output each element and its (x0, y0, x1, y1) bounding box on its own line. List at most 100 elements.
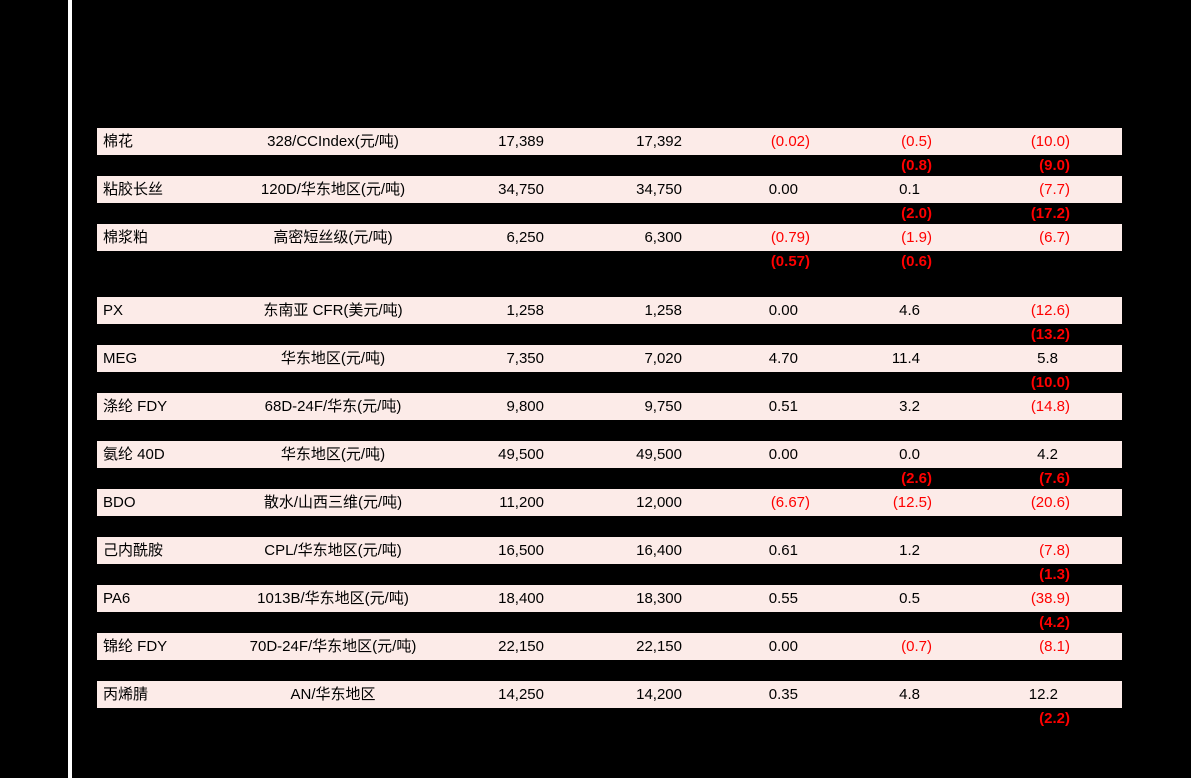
change-pct-2: 11.4 (891, 350, 920, 367)
change-pct-1: (0.02) (770, 133, 810, 150)
commodity-spec: 东南亚 CFR(美元/吨) (263, 302, 403, 319)
sub-name-spacer (97, 372, 210, 393)
change-pct-2: 0.0 (899, 446, 920, 463)
change-pct-3: (6.7) (1039, 229, 1070, 246)
commodity-spec: 散水/山西三维(元/吨) (263, 494, 403, 511)
commodity-name: 氨纶 40D (103, 446, 165, 463)
sub-change-row: (2.0) (17.2) (97, 203, 1122, 224)
commodity-name: 锦纶 FDY (103, 638, 168, 655)
price-row: PX 东南亚 CFR(美元/吨) 1,258 1,258 0.00 4.6 (1… (97, 297, 1122, 324)
commodity-name: 己内酰胺 (103, 542, 164, 559)
price-previous: 16,400 (636, 542, 682, 559)
sub-change-pct-2 (810, 516, 932, 537)
price-current: 7,350 (506, 350, 544, 367)
sub-spacer (556, 660, 694, 681)
sub-spec-spacer (210, 564, 456, 585)
sub-change-pct-1 (694, 660, 810, 681)
sub-spec-spacer (210, 420, 456, 441)
price-row: 锦纶 FDY 70D-24F/华东地区(元/吨) 22,150 22,150 0… (97, 633, 1122, 660)
sub-change-pct-3 (932, 420, 1070, 441)
sub-change-pct-2 (810, 564, 932, 585)
sub-change-row: (0.8) (9.0) (97, 155, 1122, 176)
change-pct-1: 0.55 (768, 590, 798, 607)
commodity-name: 丙烯腈 (103, 686, 149, 703)
sub-spec-spacer (210, 251, 456, 272)
sub-change-pct-3 (932, 516, 1070, 537)
price-current: 17,389 (498, 133, 544, 150)
price-row: 粘胶长丝 120D/华东地区(元/吨) 34,750 34,750 0.00 0… (97, 176, 1122, 203)
price-current: 18,400 (498, 590, 544, 607)
price-previous: 49,500 (636, 446, 682, 463)
sub-spacer (456, 203, 556, 224)
sub-change-pct-3: (17.2) (1030, 205, 1070, 222)
sub-spec-spacer (210, 660, 456, 681)
sub-spec-spacer (210, 468, 456, 489)
sub-spacer (456, 708, 556, 729)
sub-name-spacer (97, 251, 210, 272)
sub-name-spacer (97, 155, 210, 176)
sub-change-row: (1.3) (97, 564, 1122, 585)
commodity-group: 棉花 328/CCIndex(元/吨) 17,389 17,392 (0.02)… (97, 128, 1122, 176)
commodity-spec: 68D-24F/华东(元/吨) (264, 398, 402, 415)
change-pct-2: 4.8 (899, 686, 920, 703)
section-divider (97, 272, 1122, 297)
commodity-group: 棉浆粕 高密短丝级(元/吨) 6,250 6,300 (0.79) (1.9) … (97, 224, 1122, 272)
sub-spacer (556, 468, 694, 489)
sub-spec-spacer (210, 203, 456, 224)
price-previous: 1,258 (644, 302, 682, 319)
change-pct-3: (7.7) (1039, 181, 1070, 198)
sub-change-pct-3 (932, 660, 1070, 681)
sub-change-pct-2 (810, 708, 932, 729)
commodity-group: 己内酰胺 CPL/华东地区(元/吨) 16,500 16,400 0.61 1.… (97, 537, 1122, 585)
sub-change-pct-3: (13.2) (1030, 326, 1070, 343)
sub-change-pct-2: (0.6) (901, 253, 932, 270)
commodity-group: PX 东南亚 CFR(美元/吨) 1,258 1,258 0.00 4.6 (1… (97, 297, 1122, 345)
sub-change-pct-3 (932, 251, 1070, 272)
commodity-spec: 1013B/华东地区(元/吨) (257, 590, 409, 607)
sub-spacer (456, 516, 556, 537)
change-pct-2: 4.6 (899, 302, 920, 319)
price-current: 6,250 (506, 229, 544, 246)
sub-spacer (456, 660, 556, 681)
sub-change-pct-1 (694, 708, 810, 729)
change-pct-1: (6.67) (770, 494, 810, 511)
commodity-name: MEG (103, 350, 138, 367)
change-pct-3: (20.6) (1030, 494, 1070, 511)
sub-change-pct-3: (10.0) (1030, 374, 1070, 391)
price-current: 14,250 (498, 686, 544, 703)
commodity-name: 粘胶长丝 (103, 181, 164, 198)
commodity-group: 氨纶 40D 华东地区(元/吨) 49,500 49,500 0.00 0.0 … (97, 441, 1122, 489)
sub-change-row: (0.57) (0.6) (97, 251, 1122, 272)
sub-name-spacer (97, 564, 210, 585)
price-previous: 7,020 (644, 350, 682, 367)
commodity-name: 涤纶 FDY (103, 398, 168, 415)
price-previous: 6,300 (644, 229, 682, 246)
sub-change-row: (4.2) (97, 612, 1122, 633)
sub-name-spacer (97, 324, 210, 345)
price-row: PA6 1013B/华东地区(元/吨) 18,400 18,300 0.55 0… (97, 585, 1122, 612)
sub-spec-spacer (210, 516, 456, 537)
sub-change-pct-3: (7.6) (1039, 470, 1070, 487)
sub-spacer (556, 516, 694, 537)
sub-spec-spacer (210, 155, 456, 176)
price-previous: 22,150 (636, 638, 682, 655)
sub-change-pct-1: (0.57) (770, 253, 810, 270)
price-row: 己内酰胺 CPL/华东地区(元/吨) 16,500 16,400 0.61 1.… (97, 537, 1122, 564)
commodity-group: BDO 散水/山西三维(元/吨) 11,200 12,000 (6.67) (1… (97, 489, 1122, 537)
sub-spec-spacer (210, 612, 456, 633)
commodity-group: 锦纶 FDY 70D-24F/华东地区(元/吨) 22,150 22,150 0… (97, 633, 1122, 681)
sub-change-pct-1 (694, 564, 810, 585)
sub-change-row (97, 516, 1122, 537)
change-pct-3: 12.2 (1028, 686, 1058, 703)
price-previous: 34,750 (636, 181, 682, 198)
price-row: 棉浆粕 高密短丝级(元/吨) 6,250 6,300 (0.79) (1.9) … (97, 224, 1122, 251)
commodity-spec: CPL/华东地区(元/吨) (264, 542, 402, 559)
commodity-group: 涤纶 FDY 68D-24F/华东(元/吨) 9,800 9,750 0.51 … (97, 393, 1122, 441)
change-pct-3: (7.8) (1039, 542, 1070, 559)
sub-change-row: (2.6) (7.6) (97, 468, 1122, 489)
commodity-spec: 328/CCIndex(元/吨) (267, 133, 399, 150)
change-pct-2: (1.9) (901, 229, 932, 246)
price-current: 22,150 (498, 638, 544, 655)
sub-spacer (556, 708, 694, 729)
sub-spec-spacer (210, 324, 456, 345)
